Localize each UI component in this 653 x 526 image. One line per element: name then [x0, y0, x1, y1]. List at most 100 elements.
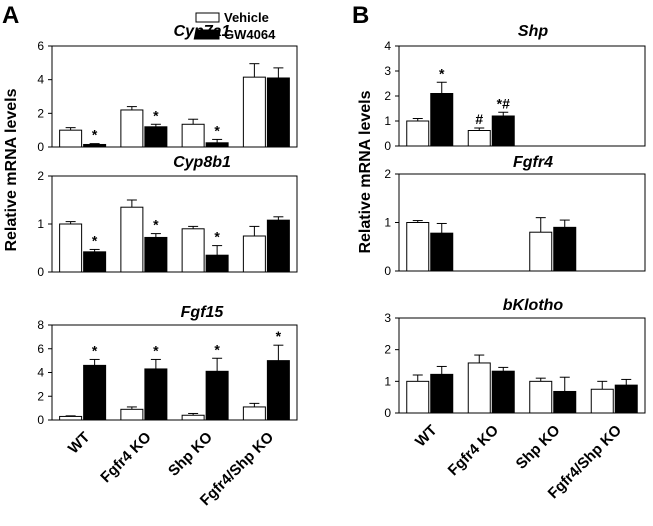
legend: Vehicle GW4064	[195, 10, 276, 42]
bar-vehicle	[406, 380, 430, 414]
significance-mark: *	[276, 328, 282, 344]
chart-title: Shp	[518, 23, 548, 40]
bar-vehicle	[406, 120, 430, 147]
bar-gw4064	[614, 384, 638, 414]
y-tick-label: 8	[37, 318, 44, 332]
significance-mark: *	[153, 107, 159, 123]
significance-mark: *	[214, 341, 220, 357]
significance-mark: #	[475, 111, 483, 127]
y-tick-label: 2	[37, 106, 44, 120]
legend-vehicle-label: Vehicle	[224, 10, 269, 25]
panel-b-label: B	[352, 2, 369, 29]
y-tick-label: 2	[37, 169, 44, 183]
significance-mark: *	[214, 122, 220, 138]
bar-gw4064	[491, 115, 515, 147]
plot-frame	[398, 317, 646, 414]
bar-vehicle	[120, 109, 144, 148]
y-tick-label: 0	[37, 413, 44, 427]
chart-title: Cyp8b1	[173, 154, 231, 171]
legend-gw4064-label: GW4064	[224, 27, 276, 42]
bar-vehicle	[242, 76, 266, 148]
chart-fgf15: Fgf15 0 2 4 6 8 * * * *	[37, 304, 298, 427]
bar-gw4064	[266, 77, 290, 148]
bar-vehicle	[181, 414, 205, 421]
bar-vehicle	[242, 235, 266, 273]
x-category-label: WT	[65, 429, 94, 458]
bar-gw4064	[266, 219, 290, 273]
x-category-label: WT	[412, 422, 441, 451]
bar-gw4064	[205, 370, 229, 421]
bar-gw4064	[83, 364, 107, 421]
x-category-label: Fgfr4 KO	[445, 422, 503, 480]
significance-mark: *	[439, 65, 445, 81]
y-tick-label: 2	[37, 389, 44, 403]
bar-gw4064	[430, 93, 454, 147]
y-tick-label: 4	[37, 366, 44, 380]
chart-title: bKlotho	[503, 297, 564, 314]
bar-vehicle	[59, 415, 83, 421]
x-category-label: Fgfr4 KO	[97, 429, 155, 487]
bar-gw4064	[144, 236, 168, 273]
y-tick-label: 0	[37, 140, 44, 154]
y-tick-label: 3	[384, 311, 391, 325]
legend-gw4064-swatch	[195, 29, 220, 40]
y-tick-label: 2	[384, 89, 391, 103]
chart-title: Fgf15	[181, 304, 225, 321]
y-tick-label: 4	[384, 39, 391, 53]
y-tick-label: 1	[384, 374, 391, 388]
bar-vehicle	[120, 408, 144, 421]
bar-vehicle	[181, 123, 205, 148]
x-category-label: Shp KO	[513, 422, 564, 473]
bar-vehicle	[467, 362, 491, 414]
y-tick-label: 0	[384, 264, 391, 278]
bar-vehicle	[467, 130, 491, 147]
bar-gw4064	[430, 373, 454, 414]
panel-a-ylabel: Relative mRNA levels	[3, 88, 20, 251]
significance-mark: *	[92, 232, 98, 248]
y-tick-label: 1	[37, 217, 44, 231]
y-tick-label: 2	[384, 167, 391, 181]
y-tick-label: 4	[37, 73, 44, 87]
significance-mark: *	[153, 217, 159, 233]
y-tick-label: 1	[384, 216, 391, 230]
bar-vehicle	[529, 231, 553, 272]
plot-frame	[51, 45, 298, 148]
y-tick-label: 2	[384, 343, 391, 357]
significance-mark: *#	[497, 95, 510, 111]
bar-vehicle	[590, 388, 614, 414]
chart-cyp7a1: Cyp7a1 0 2 4 6 * * *	[37, 23, 298, 154]
significance-mark: *	[214, 229, 220, 245]
panel-b-ylabel: Relative mRNA levels	[357, 90, 374, 253]
bar-gw4064	[83, 251, 107, 273]
significance-mark: *	[92, 342, 98, 358]
significance-mark: *	[92, 127, 98, 143]
chart-bklotho: bKlotho 0 1 2 3	[384, 297, 646, 420]
x-category-label: Shp KO	[165, 429, 216, 480]
y-tick-label: 6	[37, 342, 44, 356]
bar-vehicle	[120, 206, 144, 273]
chart-fgfr4: Fgfr4 0 1 2	[384, 154, 646, 278]
bar-gw4064	[144, 368, 168, 421]
y-tick-label: 3	[384, 64, 391, 78]
bar-gw4064	[430, 232, 454, 272]
y-tick-label: 0	[384, 139, 391, 153]
bar-gw4064	[553, 390, 577, 414]
y-tick-label: 6	[37, 39, 44, 53]
chart-cyp8b1: Cyp8b1 0 1 2 * * *	[37, 154, 298, 279]
panel-a-label: A	[2, 2, 19, 29]
bar-vehicle	[59, 223, 83, 273]
y-tick-label: 0	[37, 265, 44, 279]
legend-vehicle-swatch	[195, 12, 220, 23]
charts: Cyp7a1 0 2 4 6 * * * Cyp8b1 0 1 2 * * * Fgf15 0 2 4 6 8 * * * * S…	[37, 23, 646, 427]
bar-gw4064	[205, 142, 229, 148]
y-tick-label: 1	[384, 114, 391, 128]
bar-gw4064	[205, 254, 229, 273]
chart-title: Fgfr4	[513, 154, 553, 171]
bar-vehicle	[242, 406, 266, 421]
bar-vehicle	[59, 129, 83, 148]
bar-gw4064	[144, 126, 168, 148]
bar-gw4064	[491, 370, 515, 414]
